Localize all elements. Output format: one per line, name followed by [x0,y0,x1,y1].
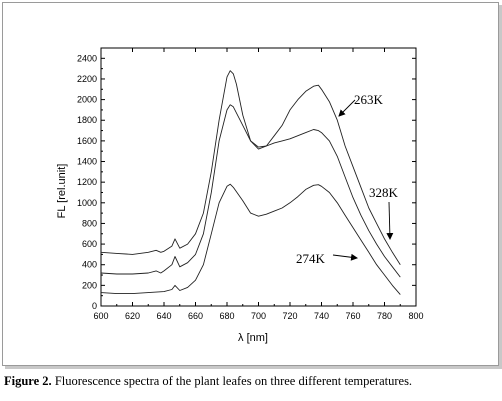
spectra-chart: 600 620 640 660 680 700 720 740 760 780 800 0 200 40… [56,47,424,344]
y-tick-label: 400 [82,260,97,270]
y-tick-label: 1800 [77,115,97,125]
x-tick-label: 800 [408,311,423,321]
x-tick-label: 760 [345,311,360,321]
y-tick-label: 1200 [77,177,97,187]
y-axis-title: FL [rel.unit] [56,164,68,219]
y-axis-ticks: 0 200 400 600 800 1000 1200 1400 1600 1800 2000 220… [77,53,416,311]
series-annotation-label: 328K [369,185,399,200]
series-annotation-label: 274K [296,251,326,266]
x-tick-label: 620 [125,311,140,321]
caption-label: Figure 2. [4,374,52,388]
annotation-arrow [338,99,356,117]
y-tick-label: 0 [92,301,97,311]
y-tick-label: 800 [82,218,97,228]
series-lines [100,70,401,295]
y-tick-label: 1000 [77,198,97,208]
y-tick-label: 1600 [77,136,97,146]
x-tick-label: 600 [93,311,108,321]
y-tick-label: 200 [82,280,97,290]
y-tick-label: 1400 [77,157,97,167]
x-tick-label: 680 [219,311,234,321]
figure-caption: Figure 2. Fluorescence spectra of the pl… [4,374,500,389]
annotation-arrow [332,253,358,261]
series-annotations: 263K 328K 274K [296,92,399,266]
series-line-328K [100,104,401,278]
annotation-arrow [386,201,394,240]
x-tick-label: 640 [156,311,171,321]
x-tick-label: 780 [377,311,392,321]
caption-text: Fluorescence spectra of the plant leafes… [51,374,413,388]
y-tick-label: 2000 [77,95,97,105]
series-line-274K [100,183,401,295]
x-tick-label: 660 [188,311,203,321]
x-tick-label: 740 [314,311,329,321]
y-tick-label: 2400 [77,53,97,63]
x-axis-ticks: 600 620 640 660 680 700 720 740 760 780 800 [93,48,424,321]
plot-frame [100,47,417,307]
x-tick-label: 720 [282,311,297,321]
y-tick-label: 600 [82,239,97,249]
plot-area [100,47,417,307]
y-tick-label: 2200 [77,74,97,84]
series-annotation-label: 263K [354,92,384,107]
figure-frame: 600 620 640 660 680 700 720 740 760 780 800 0 200 40… [2,2,499,366]
x-axis-title: λ [nm] [238,332,268,344]
x-tick-label: 700 [251,311,266,321]
